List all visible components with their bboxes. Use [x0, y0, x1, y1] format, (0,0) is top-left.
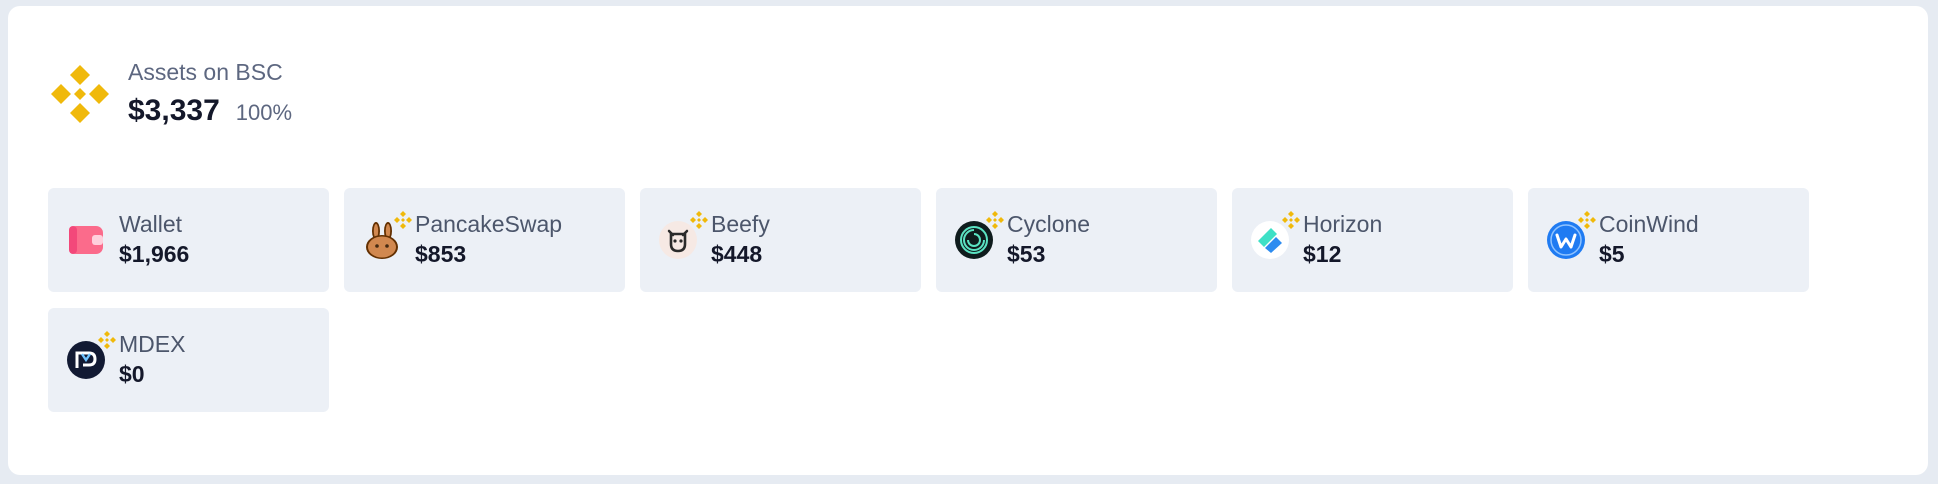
bnb-badge-icon: [985, 210, 1005, 230]
protocol-value: $12: [1303, 241, 1342, 267]
chain-label: Assets on BSC: [128, 59, 283, 85]
protocol-card-mdex[interactable]: MDEX $0: [48, 308, 329, 412]
bnb-badge-icon: [1281, 210, 1301, 230]
protocol-value: $53: [1007, 241, 1046, 267]
protocol-value: $0: [119, 361, 145, 387]
protocol-card-cyclone[interactable]: Cyclone $53: [936, 188, 1217, 292]
protocol-name: Horizon: [1303, 211, 1383, 237]
bnb-badge-icon: [393, 210, 413, 230]
protocol-name: CoinWind: [1599, 211, 1699, 237]
protocol-name: MDEX: [119, 331, 186, 357]
protocol-name: Beefy: [711, 211, 770, 237]
chain-total-value: $3,337: [128, 94, 220, 127]
protocol-card-wallet[interactable]: Wallet $1,966: [48, 188, 329, 292]
protocol-grid: Wallet $1,966: [48, 188, 1809, 412]
protocol-card-beefy[interactable]: Beefy $448: [640, 188, 921, 292]
mdex-icon: [66, 340, 106, 380]
pancakeswap-icon: [362, 220, 402, 260]
bnb-icon: [48, 62, 112, 126]
protocol-value: $448: [711, 241, 763, 267]
protocol-name: Cyclone: [1007, 211, 1091, 237]
chain-percent: 100%: [235, 100, 293, 125]
protocol-card-horizon[interactable]: Horizon $12: [1232, 188, 1513, 292]
protocol-card-coinwind[interactable]: CoinWind $5: [1528, 188, 1809, 292]
protocol-value: $5: [1599, 241, 1625, 267]
bnb-badge-icon: [1577, 210, 1597, 230]
bnb-badge-icon: [97, 330, 117, 350]
protocol-value: $853: [415, 241, 467, 267]
assets-panel: Assets on BSC $3,337 100% Wallet $1,966: [8, 6, 1928, 475]
protocol-card-pancakeswap[interactable]: PancakeSwap $853: [344, 188, 625, 292]
protocol-value: $1,966: [119, 241, 190, 267]
beefy-icon: [658, 220, 698, 260]
cyclone-icon: [954, 220, 994, 260]
wallet-icon: [66, 220, 106, 260]
protocol-name: PancakeSwap: [415, 211, 563, 237]
coinwind-icon: [1546, 220, 1586, 260]
bnb-badge-icon: [689, 210, 709, 230]
protocol-name: Wallet: [119, 211, 183, 237]
horizon-icon: [1250, 220, 1290, 260]
